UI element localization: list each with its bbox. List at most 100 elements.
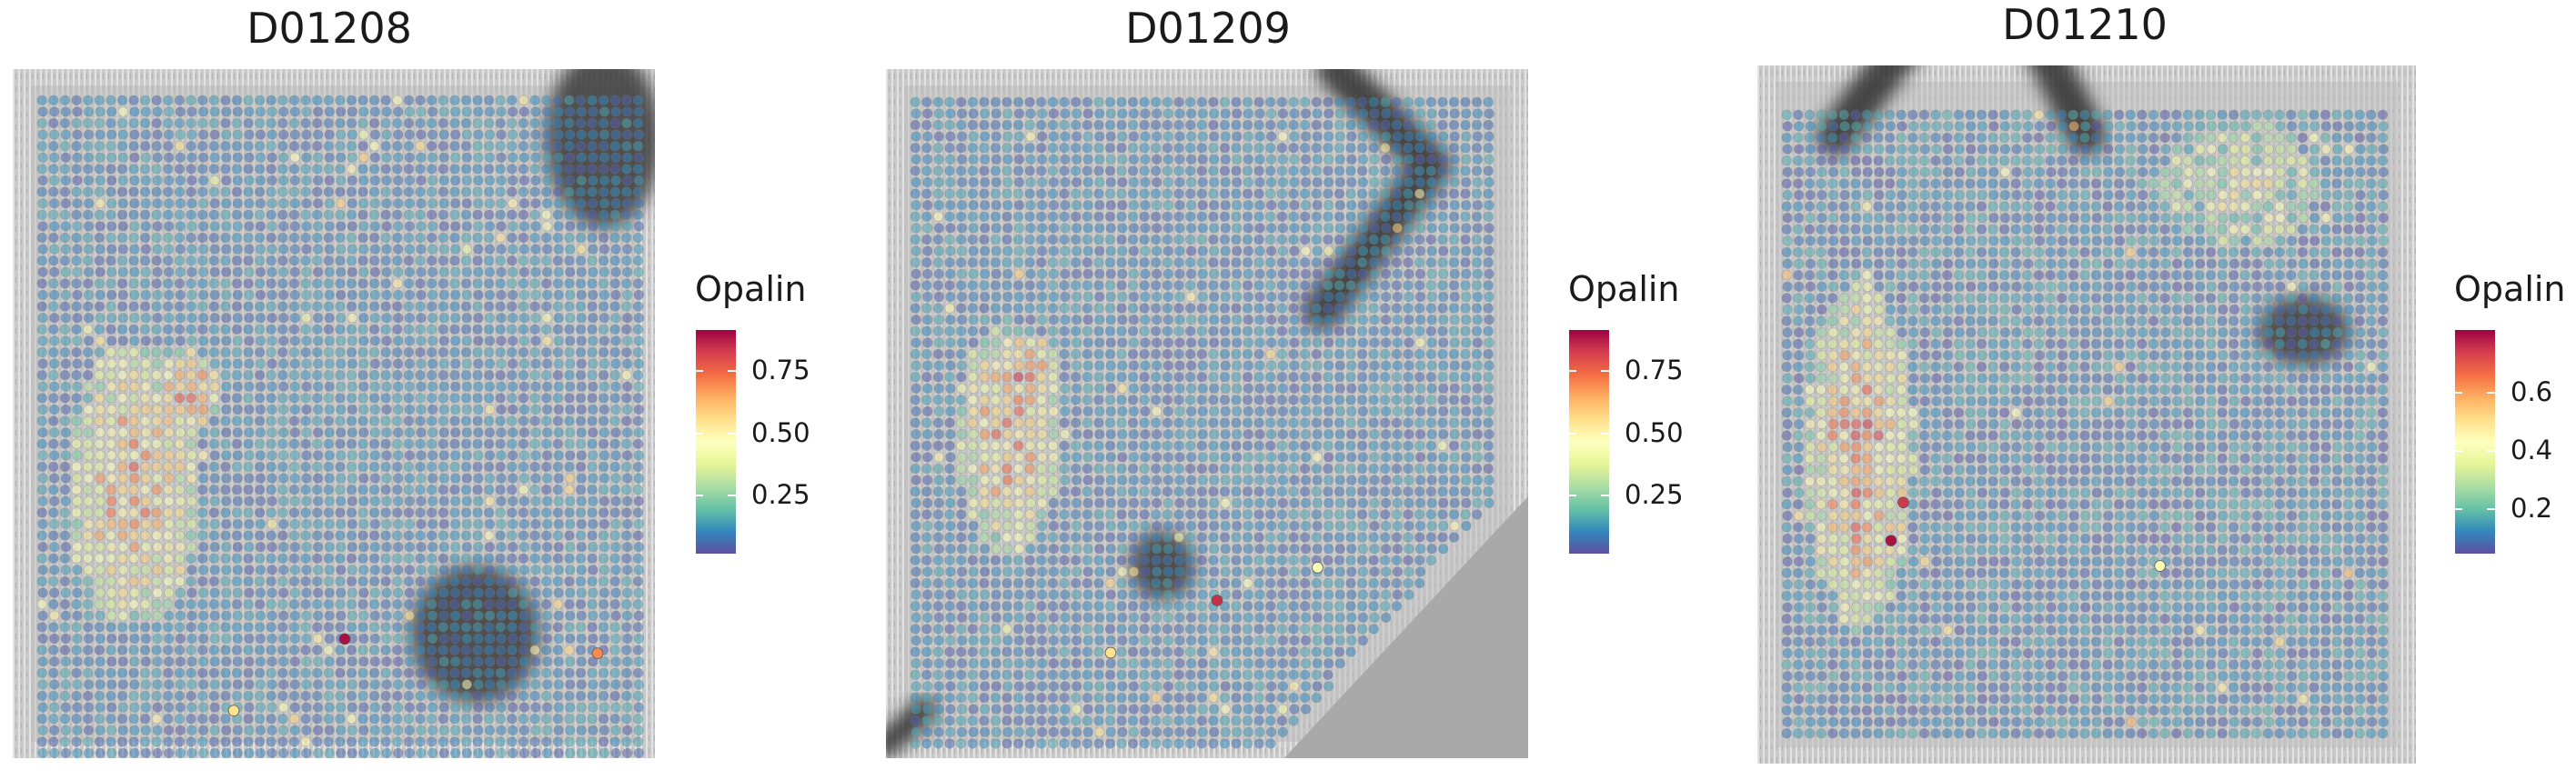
spot (575, 140, 587, 152)
spot (1311, 234, 1323, 245)
spot (1220, 268, 1232, 280)
spot (151, 232, 163, 244)
spot (1461, 154, 1472, 165)
spot (472, 507, 483, 518)
spot (564, 393, 575, 404)
spot (495, 415, 507, 426)
spot (49, 335, 60, 346)
spot (552, 553, 564, 565)
spot (1059, 234, 1070, 245)
spot (267, 587, 277, 598)
spot (266, 324, 277, 335)
spot (438, 175, 449, 186)
spot (541, 232, 552, 244)
spot (208, 95, 220, 106)
spot (346, 95, 357, 106)
spot (945, 337, 956, 348)
spot (933, 245, 945, 256)
spot (1024, 348, 1036, 360)
spot (72, 175, 83, 186)
spot (610, 358, 621, 369)
spot (232, 289, 244, 301)
spot (438, 244, 449, 255)
spot (381, 473, 392, 484)
spot (530, 244, 541, 255)
spot (622, 129, 633, 140)
spot (1036, 256, 1047, 268)
spot (1461, 429, 1472, 440)
spot (232, 381, 244, 393)
spot (83, 381, 95, 393)
spot (633, 450, 645, 461)
spot (438, 381, 449, 393)
spot (438, 473, 449, 484)
spot (1128, 280, 1139, 291)
spot (106, 335, 117, 346)
spot (587, 393, 598, 404)
spot (83, 152, 95, 164)
spot (82, 553, 94, 565)
spot (484, 495, 496, 507)
spot (529, 645, 540, 655)
spot (1036, 176, 1048, 188)
spot (1105, 360, 1117, 371)
spot (438, 289, 449, 301)
spot (255, 747, 267, 758)
spot (1047, 256, 1059, 268)
spot (1243, 234, 1253, 245)
spot (346, 301, 357, 312)
spot (621, 714, 632, 725)
spot (599, 129, 610, 140)
spot (1346, 176, 1357, 188)
spot (72, 289, 83, 301)
spot (1438, 176, 1449, 188)
spot (588, 495, 599, 507)
spot (449, 690, 460, 702)
spot (1071, 268, 1082, 280)
spot (1231, 417, 1242, 428)
spot (979, 223, 991, 234)
spot (128, 117, 139, 129)
spot (106, 197, 117, 209)
spot (36, 278, 48, 289)
spot (1071, 108, 1082, 119)
spot (288, 485, 300, 495)
spot (599, 690, 609, 702)
spot (1093, 119, 1104, 131)
spot (541, 117, 552, 129)
spot (346, 507, 357, 518)
spot (380, 667, 392, 679)
spot (932, 463, 944, 475)
spot (335, 95, 346, 106)
spot (495, 278, 507, 289)
spot (1152, 223, 1162, 234)
spot (1346, 405, 1357, 417)
spot (403, 553, 415, 565)
spot (1116, 440, 1127, 452)
spot (610, 725, 621, 736)
spot (129, 289, 140, 301)
spot (404, 702, 416, 713)
spot (82, 255, 94, 266)
spot (610, 518, 621, 530)
spot (151, 415, 163, 426)
spot (990, 417, 1001, 428)
spot (197, 175, 209, 186)
spot (106, 495, 117, 507)
spot (979, 142, 990, 154)
colorbar-tick-label: 0.25 (751, 479, 810, 511)
spot (1449, 245, 1461, 256)
spot (1484, 131, 1494, 142)
spot (633, 473, 645, 484)
spot (393, 473, 404, 484)
spot (587, 622, 598, 633)
spot (1437, 165, 1448, 176)
spot (95, 542, 106, 553)
spot (473, 565, 484, 575)
spot (1001, 119, 1012, 131)
spot (449, 232, 460, 244)
spot (175, 702, 186, 713)
spot (1012, 256, 1024, 268)
spot (381, 747, 392, 758)
spot (621, 530, 632, 541)
